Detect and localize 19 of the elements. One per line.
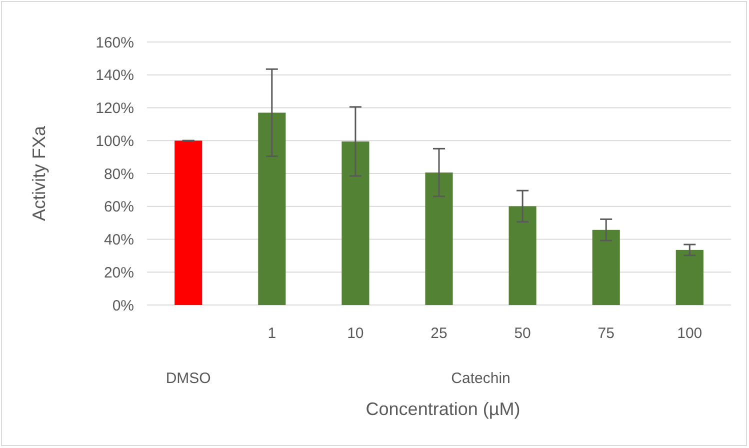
x-tick-label: 50 [514,325,531,342]
y-tick-label: 80% [104,166,134,183]
y-tick-label: 0% [112,297,134,314]
x-axis-title: Concentration (µM) [366,399,520,419]
y-tick-label: 60% [104,198,134,216]
text: DMSO [166,370,211,387]
y-tick-label: 140% [96,67,134,84]
x-tick-label: 25 [430,325,448,342]
x-tick-label: 75 [598,325,614,342]
y-tick-label: 120% [96,100,134,117]
y-axis-title: Activity FXa [29,125,49,222]
y-tick-label: 160% [96,34,134,52]
text: Catechin [451,370,510,387]
y-tick-label: 100% [96,132,134,150]
x-tick-label: 10 [347,325,364,342]
x-tick-label: 100 [677,325,702,342]
y-tick-label: 20% [104,264,134,282]
x-tick-label: 1 [268,325,276,342]
y-tick-label: 40% [104,232,134,248]
